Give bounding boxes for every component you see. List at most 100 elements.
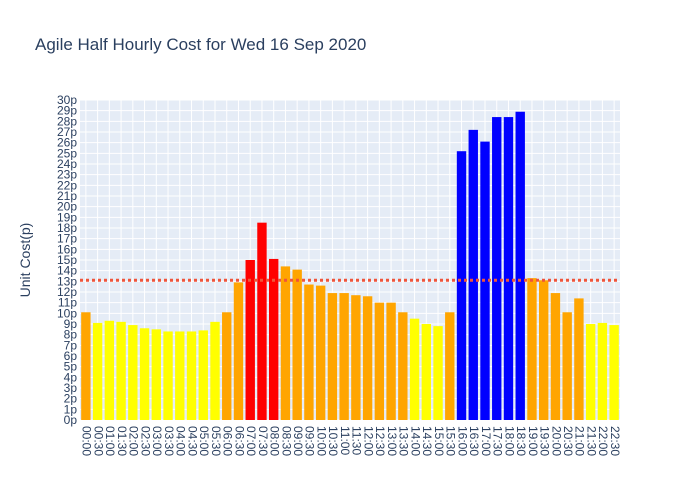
x-tick-label: 11:00	[338, 426, 352, 455]
y-tick-label: 20p	[57, 200, 77, 214]
x-tick-label: 03:30	[162, 426, 176, 456]
x-tick-label: 09:30	[303, 426, 317, 456]
x-tick-label: 14:00	[408, 426, 422, 456]
bar	[386, 302, 396, 420]
x-tick-label: 04:30	[185, 426, 199, 456]
bar	[304, 284, 314, 420]
bar	[539, 280, 549, 420]
y-tick-label: 8p	[64, 328, 78, 342]
x-tick-label: 17:00	[479, 426, 493, 456]
bar	[468, 129, 478, 420]
y-tick-label: 29p	[57, 104, 77, 118]
x-tick-label: 04:00	[174, 426, 188, 456]
x-tick-label: 00:30	[91, 426, 105, 456]
bar	[609, 325, 619, 420]
y-tick-label: 1p	[64, 402, 78, 416]
x-tick-label: 06:30	[232, 426, 246, 456]
x-tick-label: 07:00	[244, 426, 258, 456]
x-tick-label: 14:30	[420, 426, 434, 456]
y-tick-label: 14p	[57, 264, 77, 278]
x-tick-label: 02:00	[127, 426, 141, 456]
bar	[210, 321, 220, 420]
x-tick-label: 08:30	[279, 426, 293, 456]
y-tick-label: 10p	[57, 306, 77, 320]
bar	[351, 295, 361, 420]
bar	[198, 330, 208, 420]
bar	[550, 293, 561, 420]
x-tick-label: 07:30	[256, 426, 270, 456]
bar	[362, 296, 373, 420]
x-tick-label: 01:00	[103, 426, 117, 456]
bar	[398, 312, 408, 420]
bar	[515, 111, 525, 420]
bar	[104, 320, 115, 420]
bar	[257, 222, 267, 420]
bar	[128, 325, 138, 420]
y-tick-label: 2p	[64, 392, 78, 406]
x-tick-label: 13:30	[397, 426, 411, 456]
y-tick-label: 28p	[57, 114, 77, 128]
y-tick-label: 15p	[57, 253, 77, 267]
x-tick-label: 17:30	[491, 426, 505, 456]
y-tick-label: 24p	[57, 157, 77, 171]
bar	[92, 322, 103, 420]
bars	[81, 111, 619, 421]
y-tick-label: 11p	[58, 296, 77, 310]
x-tick-label: 18:30	[514, 426, 528, 456]
y-tick-label: 3p	[64, 381, 78, 395]
y-tick-label: 17p	[57, 232, 77, 246]
y-tick-label: 12p	[57, 285, 77, 299]
bar	[292, 269, 302, 420]
y-tick-label: 25p	[57, 146, 77, 160]
y-tick-label: 18p	[57, 221, 77, 235]
x-tick-label: 15:30	[444, 426, 458, 456]
bar	[503, 117, 514, 421]
bar	[116, 321, 126, 420]
x-tick-label: 16:30	[467, 426, 481, 456]
bar	[585, 324, 596, 420]
bar	[527, 278, 537, 420]
bar	[433, 326, 443, 420]
bar	[139, 328, 150, 420]
x-tick-label: 15:00	[432, 426, 446, 456]
x-tick-label: 20:00	[549, 426, 563, 456]
y-tick-label: 6p	[64, 349, 78, 363]
y-tick-label: 26p	[57, 136, 77, 150]
bar	[456, 151, 467, 420]
bar	[327, 293, 338, 420]
bar	[574, 298, 584, 420]
x-tick-label: 01:30	[115, 426, 129, 456]
y-tick-label: 27p	[57, 125, 77, 139]
y-tick-label: 13p	[57, 274, 77, 288]
bar	[315, 285, 326, 420]
y-tick-label: 9p	[64, 317, 78, 331]
bar	[175, 331, 185, 420]
x-tick-label: 10:00	[314, 426, 328, 456]
x-tick-label: 06:00	[221, 426, 235, 456]
bar	[280, 266, 291, 420]
x-tick-label: 18:00	[502, 426, 516, 456]
bar	[81, 312, 91, 420]
x-tick-label: 05:30	[209, 426, 223, 456]
x-tick-label: 19:00	[526, 426, 540, 456]
x-tick-label: 00:00	[80, 426, 94, 456]
bar	[445, 312, 455, 420]
x-tick-label: 21:00	[573, 426, 587, 456]
x-tick-label: 10:30	[326, 426, 340, 456]
bar	[421, 324, 431, 420]
x-tick-label: 13:00	[385, 426, 399, 456]
x-tick-label: 11:30	[350, 426, 364, 455]
x-tick-label: 21:30	[584, 426, 598, 456]
y-tick-label: 22p	[57, 178, 77, 192]
y-tick-label: 16p	[57, 242, 77, 256]
x-tick-label: 08:00	[268, 426, 282, 456]
y-tick-label: 0p	[64, 413, 78, 427]
bar	[562, 312, 572, 420]
y-axis-title: Unit Cost(p)	[17, 223, 33, 298]
bar	[233, 282, 244, 420]
bar	[151, 329, 161, 420]
bar	[597, 322, 608, 420]
bar	[269, 258, 279, 420]
bar	[245, 260, 255, 420]
